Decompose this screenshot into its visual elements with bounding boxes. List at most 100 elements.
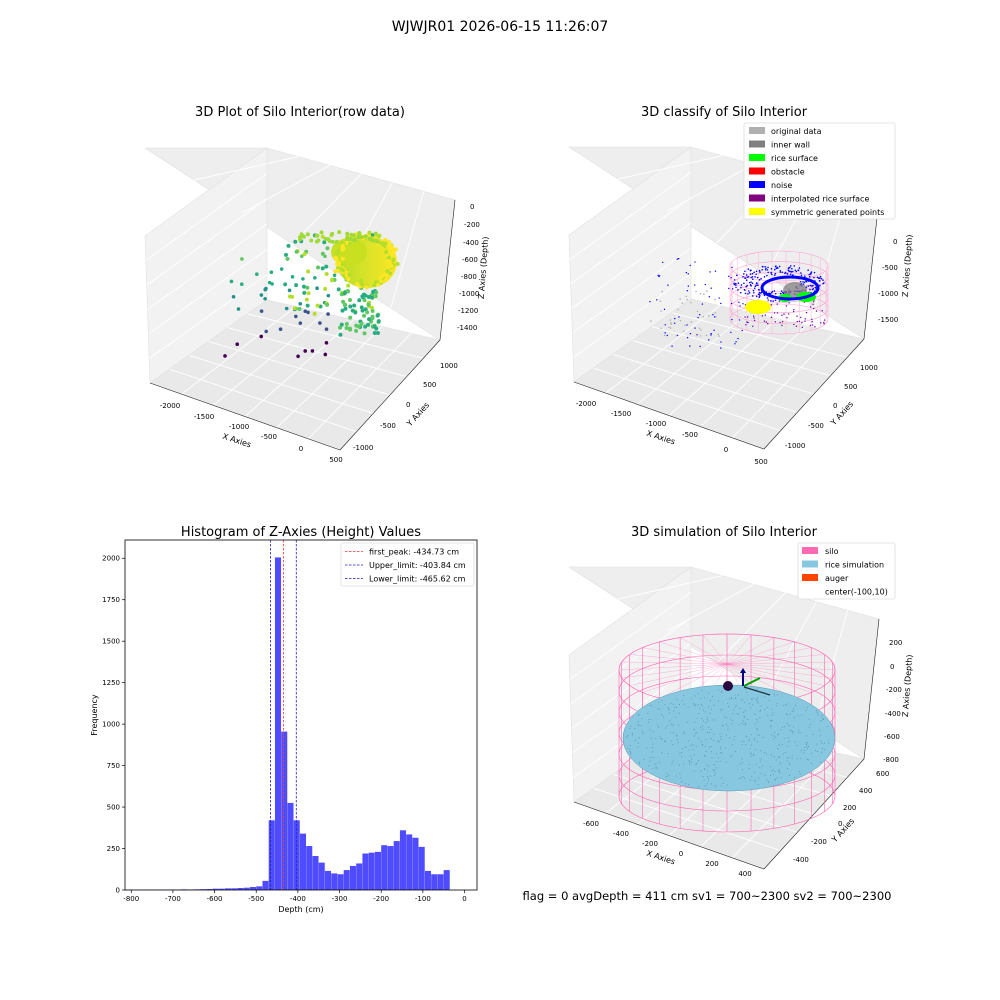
rice-sample-point — [676, 735, 678, 737]
rice-sample-point — [657, 724, 659, 726]
rice-sample-point — [652, 751, 654, 753]
original-data-point — [681, 302, 684, 304]
rice-sample-point — [809, 723, 811, 725]
rice-sample-point — [683, 703, 685, 705]
raw-point — [298, 302, 303, 306]
rice-sample-point — [820, 720, 822, 722]
simulation-ztick: -200 — [886, 686, 902, 694]
noise-point — [677, 257, 680, 260]
rice-sample-point — [698, 738, 700, 740]
rice-sample-point — [810, 762, 813, 764]
rice-sample-point — [815, 750, 817, 752]
noise-point — [766, 269, 769, 271]
classify-xtick: -1500 — [611, 410, 631, 418]
raw-point — [344, 321, 349, 326]
noise-point — [712, 313, 714, 316]
rice-sample-point — [670, 723, 672, 725]
noise-point — [774, 272, 777, 275]
rice-sample-point — [685, 746, 687, 748]
raw-point — [320, 251, 325, 256]
silo-roof-spoke — [726, 663, 825, 686]
noise-point — [776, 266, 779, 269]
raw-point — [332, 273, 337, 278]
rice-sample-point — [742, 720, 744, 722]
noise-point — [810, 272, 812, 274]
rice-sample-point — [793, 708, 795, 710]
raw-point — [352, 303, 357, 308]
raw-point — [301, 277, 305, 281]
histogram-xtick-label: -100 — [415, 895, 431, 903]
rice-sample-point — [774, 770, 776, 773]
rice-sample-point — [706, 731, 709, 733]
histogram-ytick-label: 1750 — [102, 596, 120, 604]
noise-ring — [760, 275, 820, 301]
rice-sample-point — [720, 691, 723, 693]
rice-sample-point — [652, 757, 654, 759]
rice-sample-point — [713, 704, 715, 706]
noise-point — [710, 334, 712, 336]
noise-point — [731, 318, 733, 321]
noise-point — [745, 279, 748, 281]
noise-point — [737, 282, 740, 284]
rice-sample-point — [779, 771, 781, 773]
noise-point — [818, 279, 821, 282]
noise-point — [713, 316, 716, 318]
rice-sample-point — [694, 721, 696, 723]
rice-sample-point — [764, 696, 766, 698]
raw-point — [330, 239, 335, 244]
rice-sample-point — [712, 739, 714, 742]
noise-point — [808, 273, 811, 276]
noise-point — [697, 316, 699, 319]
raw-point — [357, 230, 362, 235]
rice-sample-point — [745, 688, 747, 690]
noise-point — [787, 267, 790, 270]
raw-xtick: -1000 — [229, 423, 249, 431]
noise-point — [728, 275, 730, 277]
interpolated-point — [785, 305, 788, 307]
rice-sample-point — [749, 779, 751, 781]
histogram-ylabel: Frequency — [90, 694, 99, 736]
raw-point — [263, 287, 268, 292]
noise-point — [747, 321, 749, 324]
rice-sample-point — [664, 740, 666, 742]
rice-sample-point — [797, 715, 799, 717]
rice-sample-point — [708, 747, 710, 749]
rice-sample-point — [713, 764, 715, 766]
raw-ztick: -1200 — [458, 307, 478, 315]
rice-sample-point — [638, 714, 640, 716]
original-data-point — [663, 334, 666, 337]
raw-point — [294, 249, 299, 254]
rice-sample-point — [785, 704, 787, 706]
rice-sample-point — [626, 736, 628, 738]
histogram-plot-frame — [124, 539, 478, 891]
noise-point — [758, 279, 761, 281]
simulation-xtick: 0 — [679, 850, 683, 858]
original-data-point — [714, 311, 716, 314]
legend-label-inner-wall: inner wall — [771, 141, 810, 150]
noise-point — [789, 265, 792, 267]
rice-sample-point — [648, 765, 650, 767]
noise-point — [685, 271, 688, 274]
raw-point — [305, 232, 310, 237]
rice-sample-point — [666, 725, 668, 727]
raw-point — [239, 282, 244, 287]
rice-sample-point — [668, 709, 670, 711]
rice-sample-point — [787, 723, 789, 725]
raw-point — [387, 255, 392, 260]
noise-point — [671, 345, 673, 347]
raw-point — [287, 288, 292, 293]
rice-sample-point — [694, 733, 696, 735]
noise-point — [779, 269, 782, 272]
rice-sample-point — [775, 705, 777, 707]
silo-roof-spoke — [629, 654, 728, 665]
rice-sample-point — [780, 729, 782, 731]
histogram-bar — [224, 888, 232, 890]
raw-point — [325, 302, 330, 307]
rice-sample-point — [720, 738, 722, 740]
original-data-point — [670, 323, 673, 325]
raw-point — [324, 341, 329, 345]
raw-point — [384, 273, 389, 278]
rice-sample-point — [748, 768, 750, 770]
rice-sample-point — [730, 718, 732, 720]
raw-ztick: -1400 — [457, 324, 477, 332]
